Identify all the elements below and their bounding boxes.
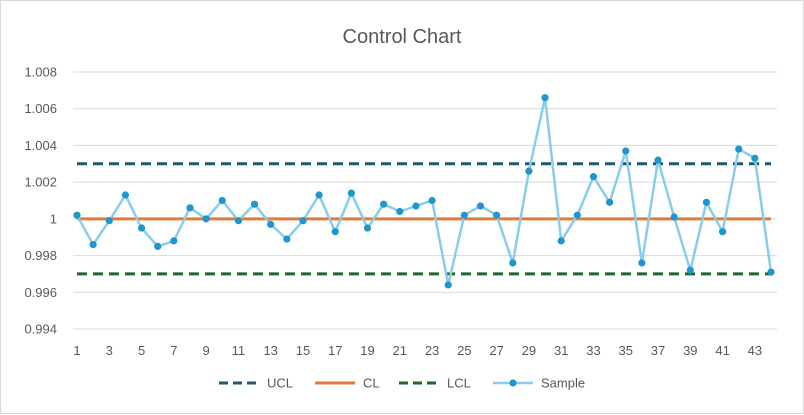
sample-point bbox=[234, 217, 242, 225]
y-tick-label: 1.008 bbox=[24, 65, 57, 80]
legend-item-cl: CL bbox=[315, 376, 380, 391]
sample-point bbox=[105, 217, 113, 225]
legend-label: UCL bbox=[267, 376, 293, 391]
sample-markers bbox=[73, 94, 775, 289]
y-tick-label: 1.006 bbox=[24, 101, 57, 116]
sample-point bbox=[347, 189, 355, 197]
sample-point bbox=[380, 200, 388, 208]
sample-point bbox=[702, 198, 711, 206]
sample-point bbox=[541, 94, 549, 102]
sample-point bbox=[638, 259, 646, 267]
sample-point bbox=[622, 147, 630, 155]
sample-point bbox=[670, 213, 678, 221]
x-tick-label: 23 bbox=[425, 343, 439, 358]
sample-point bbox=[73, 211, 81, 219]
sample-point bbox=[525, 167, 533, 175]
sample-point bbox=[315, 191, 323, 199]
legend-item-sample: Sample bbox=[493, 376, 585, 391]
y-tick-label: 1.002 bbox=[24, 175, 57, 190]
x-tick-label: 11 bbox=[232, 343, 246, 358]
sample-point bbox=[509, 259, 517, 267]
series-line-sample bbox=[75, 96, 773, 287]
x-tick-label: 1 bbox=[73, 343, 80, 358]
sample-point bbox=[154, 242, 162, 250]
sample-point bbox=[589, 173, 598, 181]
sample-point bbox=[767, 268, 775, 276]
y-tick-label: 1.004 bbox=[24, 138, 57, 153]
legend-marker bbox=[509, 379, 517, 387]
x-tick-label: 29 bbox=[522, 343, 536, 358]
legend-label: CL bbox=[363, 376, 380, 391]
x-tick-label: 41 bbox=[715, 343, 729, 358]
sample-point bbox=[331, 228, 339, 236]
legend: UCL CL LCL Sample bbox=[219, 376, 585, 391]
series-lines bbox=[75, 96, 773, 287]
sample-point bbox=[396, 207, 404, 216]
sample-point bbox=[363, 224, 372, 232]
chart-title: Control Chart bbox=[343, 26, 462, 48]
x-tick-label: 27 bbox=[489, 343, 503, 358]
legend-label: LCL bbox=[447, 376, 471, 391]
sample-point bbox=[686, 266, 694, 274]
x-tick-label: 17 bbox=[328, 343, 342, 358]
x-tick-label: 31 bbox=[554, 343, 568, 358]
sample-point bbox=[186, 204, 194, 212]
sample-point bbox=[557, 237, 565, 245]
x-tick-label: 43 bbox=[748, 343, 762, 358]
sample-point bbox=[299, 217, 307, 225]
x-tick-label: 39 bbox=[683, 343, 697, 358]
sample-point bbox=[444, 281, 452, 289]
gridlines bbox=[73, 71, 777, 330]
x-tick-label: 33 bbox=[586, 343, 600, 358]
x-tick-label: 21 bbox=[393, 343, 407, 358]
sample-point bbox=[121, 191, 130, 199]
x-tick-label: 13 bbox=[263, 343, 277, 358]
x-axis-tick-labels: 1 3 5 7 9 11 13 15 17 19 21 23 25 27 29 31 33 35 37 39 41 43 bbox=[73, 343, 762, 358]
sample-point bbox=[654, 156, 662, 164]
x-tick-label: 19 bbox=[360, 343, 374, 358]
x-tick-label: 25 bbox=[457, 343, 471, 358]
x-tick-label: 9 bbox=[202, 343, 209, 358]
x-tick-label: 15 bbox=[296, 343, 310, 358]
sample-point bbox=[493, 211, 501, 219]
sample-point bbox=[476, 202, 485, 210]
sample-point bbox=[751, 154, 759, 162]
sample-point bbox=[718, 228, 727, 236]
sample-point bbox=[202, 215, 210, 223]
legend-item-ucl: UCL bbox=[219, 376, 293, 391]
x-tick-label: 7 bbox=[170, 343, 177, 358]
sample-point bbox=[283, 235, 291, 243]
sample-point bbox=[218, 196, 226, 205]
y-axis-tick-labels: 0.994 0.996 0.998 1 1.002 1.004 1.006 1.008 bbox=[24, 65, 57, 337]
x-tick-label: 5 bbox=[138, 343, 145, 358]
sample-point bbox=[267, 220, 275, 228]
x-tick-label: 35 bbox=[619, 343, 633, 358]
sample-point bbox=[606, 198, 614, 206]
sample-point bbox=[250, 200, 259, 208]
legend-label: Sample bbox=[541, 376, 585, 391]
sample-point bbox=[89, 240, 97, 249]
y-tick-label: 0.998 bbox=[24, 248, 57, 263]
x-tick-label: 37 bbox=[651, 343, 665, 358]
y-tick-label: 0.996 bbox=[24, 285, 57, 300]
y-tick-label: 1 bbox=[50, 211, 57, 226]
x-tick-label: 3 bbox=[106, 343, 113, 358]
y-tick-label: 0.994 bbox=[24, 322, 57, 337]
sample-point bbox=[735, 145, 743, 153]
sample-point bbox=[170, 237, 178, 245]
legend-item-lcl: LCL bbox=[399, 376, 471, 391]
sample-point bbox=[573, 211, 581, 219]
sample-point bbox=[137, 224, 146, 232]
sample-point bbox=[460, 211, 468, 219]
sample-point bbox=[428, 196, 436, 205]
sample-point bbox=[412, 202, 420, 210]
